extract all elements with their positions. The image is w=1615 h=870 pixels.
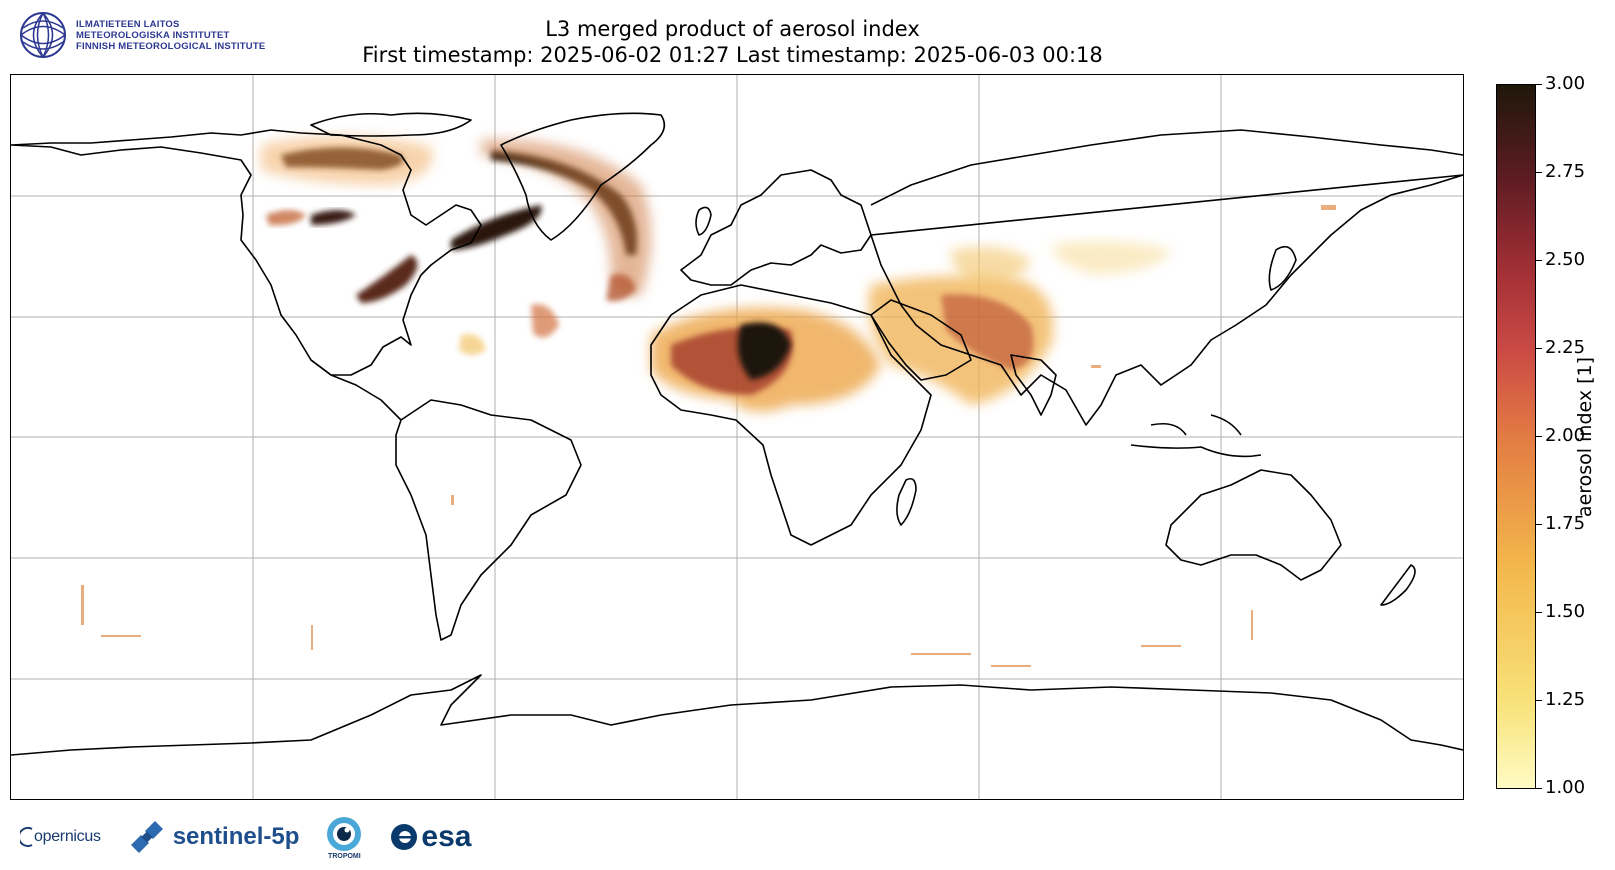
dust-central-asia [951, 246, 1031, 287]
coast-indonesia [1130, 414, 1262, 458]
fmi-logo: ILMATIETEEN LAITOS METEOROLOGISKA INSTIT… [18, 10, 265, 60]
coast-japan [1268, 245, 1297, 291]
copernicus-c-icon [20, 827, 33, 847]
smoke-north-atlantic-halo [481, 139, 651, 296]
coast-india [1010, 354, 1057, 416]
coast-arabia [870, 299, 972, 381]
fmi-wordmark: ILMATIETEEN LAITOS METEOROLOGISKA INSTIT… [76, 19, 265, 52]
colorbar-tick-label: 1.00 [1545, 777, 1586, 798]
smoke-canada-halo [261, 135, 433, 185]
coast-new-zealand [1380, 564, 1416, 606]
colorbar-tick-mark [1536, 700, 1542, 701]
coast-asia [870, 129, 1463, 426]
world-map [10, 74, 1464, 800]
sentinel-wordmark: sentinel-5p [172, 823, 300, 850]
colorbar-tick-mark [1536, 524, 1542, 525]
tropomi-logo: TROPOMI [325, 815, 363, 860]
esa-logo: esa [389, 820, 471, 854]
colorbar-tick-mark [1536, 84, 1542, 85]
satellite-icon [130, 821, 163, 853]
colorbar-tick-label: 2.25 [1545, 337, 1586, 358]
sentinel-logo: sentinel-5p [127, 817, 300, 857]
fmi-globe-icon [20, 12, 66, 58]
map-title-timestamps: First timestamp: 2025-06-02 01:27 Last t… [362, 43, 1103, 67]
colorbar-tick-mark [1536, 436, 1542, 437]
coast-australia [1165, 469, 1342, 581]
copernicus-logo: opernicus [20, 826, 101, 848]
coast-madagascar [896, 477, 917, 526]
colorbar-tick-label: 1.75 [1545, 513, 1586, 534]
smoke-mid-atlantic [531, 304, 559, 338]
coast-north-america [11, 129, 482, 376]
coast-south-america [395, 399, 582, 641]
colorbar [1496, 84, 1536, 789]
smoke-eastern-us [356, 255, 418, 303]
map-gridlines [11, 75, 1463, 799]
tropomi-wordmark: TROPOMI [328, 852, 361, 860]
smoke-atlantic-tail [606, 274, 636, 302]
coast-britain [695, 206, 712, 236]
colorbar-tick-mark [1536, 612, 1542, 613]
smoke-west-canada [266, 210, 306, 226]
coastlines [11, 112, 1463, 756]
coast-europe [680, 169, 872, 286]
colorbar-tick-mark [1536, 348, 1542, 349]
colorbar-title: aerosol index [1] [1574, 356, 1596, 518]
colorbar-tick-label: 3.00 [1545, 73, 1586, 94]
coast-greenland [500, 112, 666, 241]
partner-logos: opernicus sentinel-5p TROPOMI esa [20, 812, 497, 862]
smoke-great-lakes [311, 210, 356, 225]
colorbar-tick-mark [1536, 172, 1542, 173]
esa-wordmark: esa [421, 820, 472, 853]
smoke-caribbean [459, 334, 486, 355]
colorbar-tick-mark [1536, 788, 1542, 789]
org-name-swedish: METEOROLOGISKA INSTITUTET [76, 29, 230, 41]
dust-persian-gulf [941, 294, 1034, 370]
coast-central-america [310, 359, 402, 421]
map-canvas [11, 75, 1463, 799]
map-title: L3 merged product of aerosol index First… [0, 16, 1465, 68]
map-title-product: L3 merged product of aerosol index [545, 17, 920, 41]
coast-antarctica [11, 674, 1463, 756]
aerosol-field [81, 135, 1336, 667]
colorbar-tick-label: 1.25 [1545, 689, 1586, 710]
aerosol-speckles [81, 205, 1336, 667]
colorbar-tick-label: 2.75 [1545, 161, 1586, 182]
dust-east-asia [1051, 241, 1171, 275]
copernicus-wordmark: opernicus [34, 828, 101, 845]
org-name-finnish: ILMATIETEEN LAITOS [76, 18, 180, 30]
tropomi-eye-icon [327, 816, 362, 851]
colorbar-tick-label: 2.50 [1545, 249, 1586, 270]
org-name-english: FINNISH METEOROLOGICAL INSTITUTE [76, 40, 266, 52]
colorbar-tick-label: 1.50 [1545, 601, 1586, 622]
coast-africa [650, 284, 932, 546]
colorbar-tick-mark [1536, 260, 1542, 261]
colorbar-tick-label: 2.00 [1545, 425, 1586, 446]
smoke-atlantic-band [451, 205, 542, 250]
coast-arctic-islands [310, 112, 472, 137]
dust-sahara-core [737, 322, 791, 380]
esa-e-icon [391, 824, 418, 850]
